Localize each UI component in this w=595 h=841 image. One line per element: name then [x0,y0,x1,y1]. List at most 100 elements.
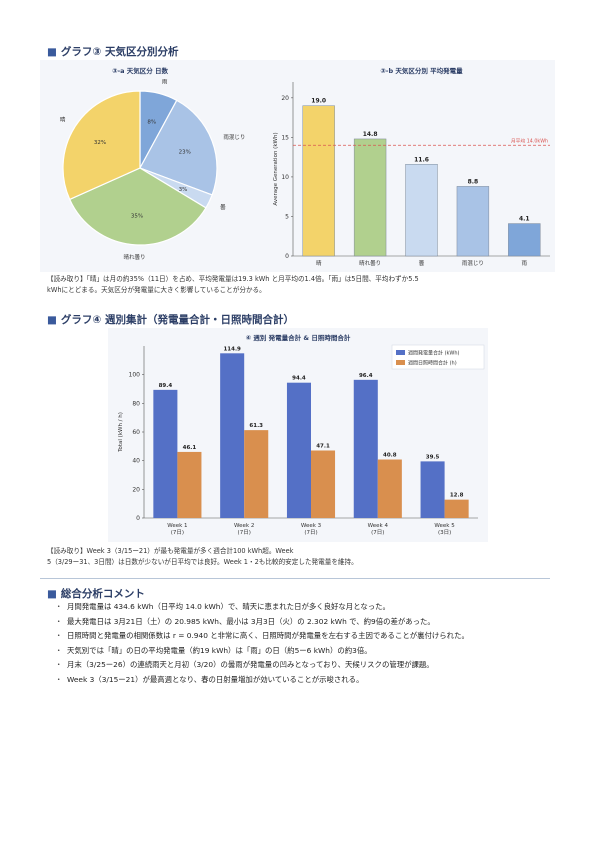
summary-item: ・ Week 3（3/15ー21）が最高週となり、春の日射量増加が効いていることが… [55,673,469,688]
bar [286,382,311,518]
section-divider [40,578,550,579]
pie-slice-pct-label: 23% [179,149,191,155]
y-tick-label: 60 [132,429,140,436]
x-tick-label: 雨混じり [462,259,484,267]
bar-value-label: 94.4 [292,376,306,382]
bar [244,430,269,518]
graph3-note-line2: kWhにとどまる。天気区分が発電量に大きく影響していることが分かる。 [47,286,266,294]
bar [444,499,469,518]
bar-value-label: 96.4 [359,373,373,379]
graph3-note-line1: 【読み取り】「晴」は月の約35%（11日）を占め、平均発電量は19.3 kWh … [47,275,419,283]
bar-value-label: 19.0 [311,98,326,105]
bar [353,138,387,257]
bullet-icon: ・ [55,660,63,670]
legend-box [391,344,485,370]
bar-value-label: 89.4 [159,383,173,389]
bar [220,353,245,518]
bullet-icon: ・ [55,631,63,641]
pie-chart-title: ③-a 天気区分 日数 [112,66,169,75]
pie-slice-pct-label: 35% [131,214,143,220]
graph4-section-title: ■ グラフ④ 週別集計（発電量合計・日照時間合計） [47,312,294,327]
x-tick-label: 曇 [419,260,425,267]
square-bullet-icon: ■ [47,314,57,326]
graph3-section-title: ■ グラフ③ 天気区分別分析 [47,44,178,59]
summary-text: 月末（3/25ー26）の連続雨天と月初（3/20）の曇雨が発電量の凹みとなってお… [67,660,434,670]
y-tick-label: 15 [281,134,289,141]
bar [353,379,378,518]
bar [311,450,336,518]
y-tick-label: 5 [285,213,289,220]
y-tick-label: 0 [136,515,140,522]
bar-value-label: 46.1 [183,445,197,451]
bar [508,223,541,257]
bar-value-label: 40.8 [383,453,397,459]
summary-item: ・月間発電量は 434.6 kWh（日平均 14.0 kWh）で、晴天に恵まれた… [55,600,469,615]
pie-slice-pct-label: 8% [147,120,156,126]
x-tick-sublabel: (3日) [438,529,451,536]
bar [405,164,438,257]
bar [420,461,445,518]
bar-value-label: 14.8 [363,131,378,138]
y-tick-label: 0 [285,253,289,260]
x-tick-sublabel: (7日) [304,529,317,536]
square-bullet-icon: ■ [47,46,57,58]
graph4-note-line2: 5（3/29ー31、3日間）は日数が少ないが日平均では良好。Week 1・2も比… [47,558,358,566]
x-tick-label: Week 4 [368,523,389,529]
x-tick-label: 晴れ曇り [359,259,381,267]
pie-slice [139,99,218,196]
legend-swatch [396,350,405,355]
y-axis-label: Average Generation (kWh) [273,132,279,205]
pie-slice-label: 曇 [220,204,226,211]
pie-slice-pct-label: 32% [94,140,106,146]
pie-slice-label: 晴れ曇り [123,253,145,261]
bullet-icon: ・ [55,602,63,611]
bar [153,389,178,518]
x-tick-label: Week 5 [434,523,455,529]
pie-slice-label: 雨 [162,79,168,86]
graph4-title-text: グラフ④ 週別集計（発電量合計・日照時間合計） [60,314,294,326]
x-tick-label: Week 3 [301,523,322,529]
summary-text: 日照時間と発電量の相関係数は r = 0.940 と非常に高く、日照時間が発電量… [67,631,469,641]
bar-value-label: 8.8 [468,178,479,185]
weekly-chart-svg: ④ 週別 発電量合計 & 日照時間合計 0 20 40 60 80 100 Total (kW… [118,333,485,536]
summary-item: ・日照時間と発電量の相関係数は r = 0.940 と非常に高く、日照時間が発電… [55,629,469,644]
graph4-chart-panel: ④ 週別 発電量合計 & 日照時間合計 0 20 40 60 80 100 Total (kW… [108,328,488,542]
legend-swatch [396,360,405,365]
y-tick-label: 20 [132,486,140,493]
x-tick-sublabel: (7日) [371,529,384,536]
bar [456,186,490,257]
graph4-note-line1: 【読み取り】Week 3（3/15ー21）が最も発電量が多く週合計100 kWh… [47,547,294,555]
bar [302,105,335,257]
reference-line-label: 月平均 14.0kWh [511,137,548,144]
pie-slice [68,167,207,246]
pie-slice-label: 晴 [60,116,66,124]
summary-item: ・最大発電日は 3月21日（土）の 20.985 kWh、最小は 3月3日（火）… [55,615,469,630]
bar-value-label: 39.5 [426,454,440,460]
weather-charts-svg: ③-a 天気区分 日数 8% 雨 23% 雨混じり 3% 曇 35% 晴れ曇り 32% 晴 ③-b 天… [60,66,550,267]
x-tick-sublabel: (7日) [238,529,251,536]
x-tick-label: 晴 [316,259,322,267]
legend-label: 週間日照時間合計 (h) [408,360,457,367]
summary-text: Week 3（3/15ー21）が最高週となり、春の日射量増加が効いていることが示… [67,674,364,684]
graph3-title-text: グラフ③ 天気区分別分析 [60,46,179,58]
y-tick-label: 10 [281,174,289,181]
weekly-chart-title: ④ 週別 発電量合計 & 日照時間合計 [246,333,351,342]
summary-section-title: ■ 総合分析コメント [47,586,145,601]
y-tick-label: 80 [132,400,140,407]
x-tick-label: 雨 [522,260,528,267]
bar-value-label: 47.1 [316,443,330,449]
pie-slice-label: 雨混じり [223,133,245,141]
x-tick-label: Week 2 [234,523,254,529]
x-tick-label: Week 1 [167,523,187,529]
bar [177,451,202,518]
bar-value-label: 12.8 [450,493,464,499]
summary-item: ・月末（3/25ー26）の連続雨天と月初（3/20）の曇雨が発電量の凹みとなって… [55,658,469,673]
summary-title-text: 総合分析コメント [60,588,145,600]
summary-text: 月間発電量は 434.6 kWh（日平均 14.0 kWh）で、晴天に恵まれた日… [67,602,390,611]
y-tick-label: 100 [129,372,141,379]
y-tick-label: 40 [132,458,140,465]
bar [377,459,402,518]
bar-value-label: 114.9 [223,346,241,352]
bar-chart-title: ③-b 天気区分別 平均発電量 [380,66,463,75]
x-tick-sublabel: (7日) [171,529,184,536]
